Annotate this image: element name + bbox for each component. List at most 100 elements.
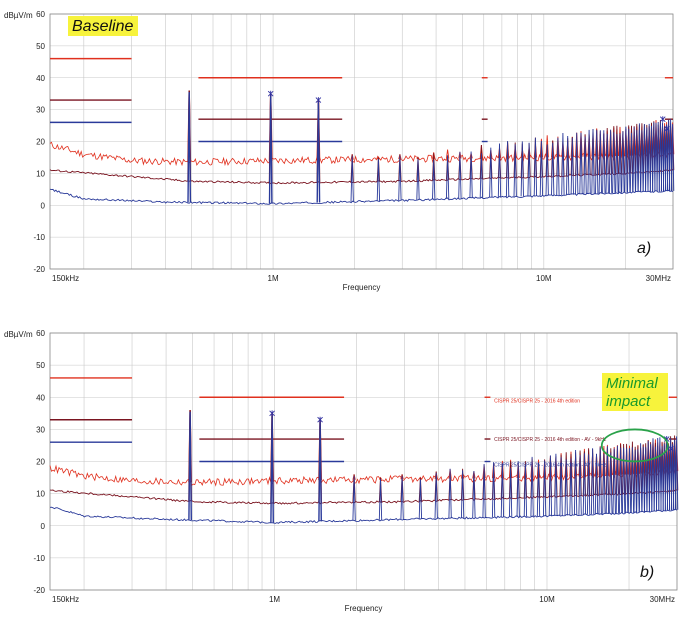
- harmonic-spike: [595, 130, 599, 194]
- harmonic-spike: [318, 421, 322, 522]
- x-axis-label: Frequency: [345, 604, 383, 613]
- harmonic-spike: [469, 151, 473, 199]
- harmonic-spike: [649, 125, 654, 192]
- x-tick-label: 30MHz: [646, 274, 671, 283]
- harmonic-spike: [556, 137, 560, 196]
- harmonic-spike: [629, 132, 634, 193]
- x-tick-label: 10M: [536, 274, 552, 283]
- peak-marker: [659, 116, 666, 123]
- harmonic-spike: [508, 467, 513, 517]
- harmonic-spike: [609, 452, 613, 514]
- harmonic-spike: [654, 122, 658, 192]
- harmonic-spike: [642, 124, 647, 192]
- harmonic-spike: [378, 479, 383, 520]
- harmonic-spike: [640, 130, 644, 192]
- harmonic-spike: [350, 155, 354, 202]
- harmonic-spike: [460, 470, 465, 519]
- y-tick-label: 0: [41, 201, 46, 210]
- harmonic-spike: [578, 455, 582, 515]
- harmonic-spike: [316, 101, 321, 203]
- harmonic-spike: [656, 121, 660, 192]
- harmonic-spike: [598, 130, 602, 194]
- harmonic-spike: [624, 126, 628, 193]
- y-tick-label: -20: [33, 586, 45, 595]
- harmonic-spike: [556, 136, 560, 158]
- annotation-text: impact: [606, 393, 651, 410]
- harmonic-spike: [545, 135, 549, 158]
- harmonic-spike: [587, 129, 591, 194]
- harmonic-spike: [548, 455, 553, 517]
- x-tick-label: 1M: [269, 595, 280, 604]
- harmonic-spike: [644, 447, 648, 512]
- harmonic-spike: [530, 456, 534, 517]
- harmonic-spike: [533, 137, 538, 197]
- harmonic-spike: [445, 155, 450, 199]
- harmonic-spike: [398, 155, 402, 201]
- y-axis-label: dBµV/m: [4, 11, 33, 20]
- harmonic-spike: [268, 95, 273, 204]
- harmonic-spike: [591, 128, 595, 194]
- annotation-text: Minimal: [606, 375, 658, 392]
- peak-marker: [664, 125, 670, 132]
- harmonic-spike: [539, 138, 544, 158]
- harmonic-spike: [482, 463, 486, 518]
- harmonic-spike: [434, 472, 438, 519]
- harmonic-spike: [653, 446, 658, 512]
- harmonic-spike: [542, 460, 547, 517]
- y-tick-label: 20: [36, 458, 45, 467]
- peak-marker: [269, 410, 275, 417]
- harmonic-spike: [605, 133, 609, 194]
- y-tick-label: 50: [36, 42, 45, 51]
- y-tick-label: 60: [36, 10, 45, 19]
- annotation-highlight: [602, 373, 668, 411]
- harmonic-spike: [618, 447, 623, 514]
- harmonic-spike: [472, 470, 476, 518]
- x-tick-label: 150kHz: [52, 595, 79, 604]
- harmonic-spike: [662, 443, 666, 511]
- harmonic-spike: [270, 414, 274, 523]
- harmonic-spike: [570, 137, 574, 195]
- harmonic-spike: [500, 463, 505, 518]
- y-tick-label: 10: [36, 169, 45, 178]
- harmonic-spike: [627, 448, 632, 513]
- y-tick-label: 40: [36, 393, 45, 402]
- harmonic-spike: [630, 447, 635, 513]
- peak-marker: [317, 416, 323, 423]
- harmonic-spike: [520, 141, 524, 197]
- harmonic-spike: [187, 92, 192, 203]
- harmonic-spike: [602, 453, 606, 514]
- harmonic-spike: [583, 136, 587, 195]
- harmonic-spike: [627, 128, 631, 193]
- noise-floor-line: [49, 464, 678, 487]
- harmonic-spike: [479, 153, 484, 198]
- harmonic-spike: [432, 153, 436, 181]
- harmonic-spike: [646, 441, 650, 512]
- harmonic-spike: [594, 453, 599, 515]
- harmonic-spike: [566, 135, 570, 195]
- harmonic-spike: [658, 122, 663, 192]
- harmonic-spike: [376, 158, 381, 202]
- harmonic-spike: [559, 457, 563, 516]
- legend-entry: CISPR 25/CISPR 25 - 2016 4th edition: [494, 398, 580, 404]
- harmonic-spike: [400, 475, 404, 520]
- highlight-ellipse: [600, 428, 669, 463]
- harmonic-spike: [615, 445, 620, 514]
- harmonic-spike: [497, 143, 502, 198]
- x-tick-label: 150kHz: [52, 274, 79, 283]
- peak-marker: [315, 97, 322, 104]
- x-tick-label: 1M: [268, 274, 279, 283]
- harmonic-spike: [645, 127, 649, 192]
- harmonic-spike: [513, 144, 517, 197]
- y-tick-label: -10: [33, 554, 45, 563]
- harmonic-spike: [615, 133, 619, 193]
- harmonic-spike: [458, 151, 462, 199]
- harmonic-spike: [658, 437, 662, 511]
- harmonic-spike: [569, 458, 573, 516]
- harmonic-spike: [621, 131, 625, 193]
- y-tick-label: 30: [36, 425, 45, 434]
- peak-marker: [668, 445, 674, 452]
- harmonic-spike: [582, 453, 587, 515]
- x-tick-label: 30MHz: [650, 595, 675, 604]
